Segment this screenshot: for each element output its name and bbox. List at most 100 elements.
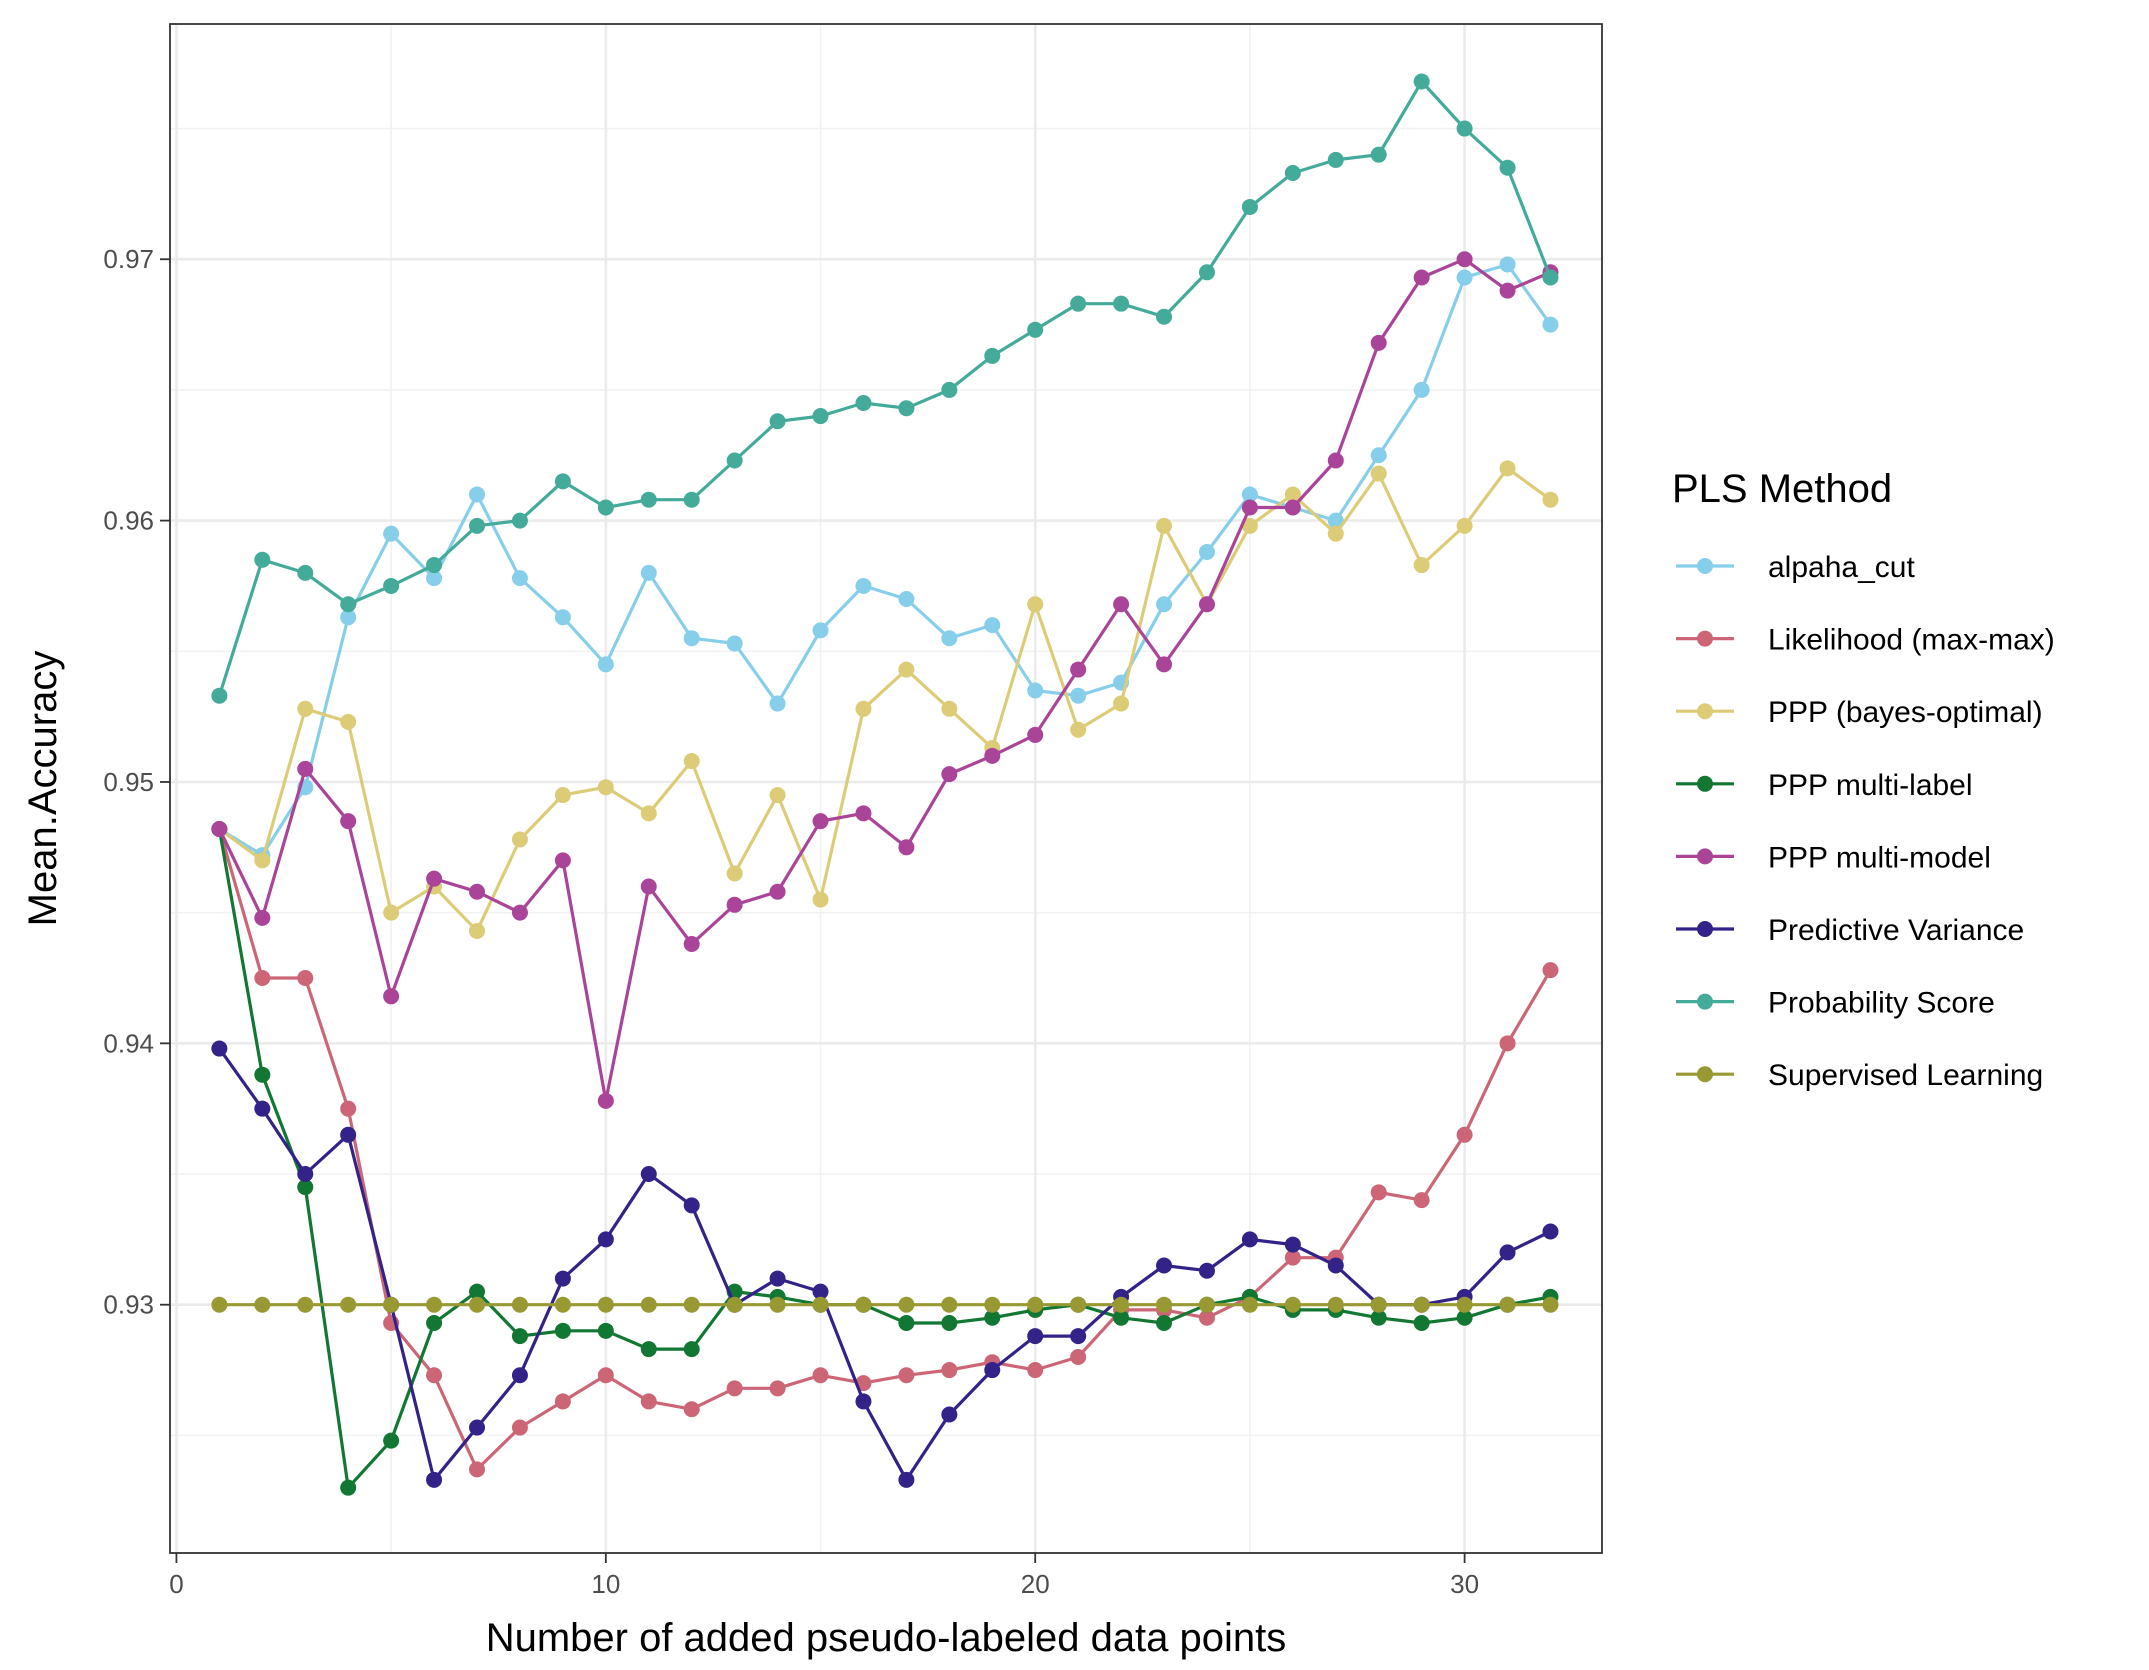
legend-label: Supervised Learning [1768,1059,2043,1092]
data-point-ppp-multi-model [898,839,915,856]
data-point-likelihood-max-max [297,969,314,986]
panel-border [169,23,1603,1554]
data-point-ppp-multi-model [597,1092,614,1109]
data-point-supervised-learning [1284,1296,1301,1313]
data-point-ppp-multi-label [383,1432,400,1449]
legend-title: PLS Method [1672,467,1892,511]
data-point-predictive-variance [1241,1231,1258,1248]
data-point-likelihood-max-max [1456,1126,1473,1143]
data-point-alpaha-cut [383,525,400,542]
data-point-supervised-learning [1070,1296,1087,1313]
data-point-probability-score [1241,198,1258,215]
data-point-predictive-variance [1542,1223,1559,1240]
data-point-probability-score [597,499,614,516]
legend-key-point [1697,558,1713,574]
data-point-ppp-multi-model [683,936,700,953]
y-tick-label: 0.93 [103,1290,154,1320]
data-point-predictive-variance [855,1393,872,1410]
data-point-ppp-multi-model [769,883,786,900]
legend-label: alpaha_cut [1768,551,1915,584]
data-point-probability-score [1113,295,1130,312]
data-point-ppp-multi-label [554,1322,571,1339]
legend-key-point [1697,848,1713,865]
data-point-alpaha-cut [1327,512,1344,529]
data-point-predictive-variance [340,1126,357,1143]
data-point-probability-score [1370,146,1387,163]
data-point-predictive-variance [1327,1257,1344,1274]
grid-minor [170,24,1602,1553]
legend-item-probability-score: Probability Score [1676,987,1995,1020]
legend-label: PPP (bayes-optimal) [1768,696,2043,729]
data-point-ppp-multi-label [941,1314,958,1331]
data-point-ppp-multi-model [254,909,271,926]
data-point-likelihood-max-max [597,1367,614,1384]
data-point-supervised-learning [941,1296,958,1313]
data-point-alpaha-cut [511,570,528,587]
data-point-alpaha-cut [597,656,614,673]
data-point-likelihood-max-max [554,1393,571,1410]
data-point-ppp-multi-label [1156,1314,1173,1331]
data-point-probability-score [1327,151,1344,168]
legend-items: alpaha_cut Likelihood (max-max) PPP (bayes… [1676,551,2055,1092]
y-axis-title: Mean.Accuracy [21,651,65,927]
data-point-supervised-learning [1456,1296,1473,1313]
data-point-alpaha-cut [1542,316,1559,333]
data-point-ppp-multi-model [1456,251,1473,268]
data-point-likelihood-max-max [1198,1309,1215,1326]
data-point-ppp-multi-model [1499,282,1516,299]
data-point-ppp-multi-label [1413,1314,1430,1331]
data-point-alpaha-cut [1156,596,1173,613]
data-point-likelihood-max-max [340,1100,357,1117]
data-point-likelihood-max-max [1370,1184,1387,1201]
data-point-ppp-multi-model [340,813,357,830]
data-point-ppp-multi-model [855,805,872,822]
data-point-ppp-bayes-optimal [683,753,700,770]
series-ppp-multi-model [211,251,1559,1109]
data-point-ppp-multi-model [812,813,829,830]
data-point-probability-score [1156,308,1173,325]
data-point-supervised-learning [726,1296,743,1313]
data-point-supervised-learning [383,1296,400,1313]
data-point-ppp-multi-model [1327,452,1344,469]
data-point-ppp-bayes-optimal [383,904,400,921]
data-point-probability-score [640,491,657,508]
data-point-predictive-variance [769,1270,786,1287]
data-point-probability-score [683,491,700,508]
data-point-ppp-multi-label [597,1322,614,1339]
data-point-likelihood-max-max [1284,1249,1301,1266]
data-point-likelihood-max-max [683,1401,700,1418]
data-point-alpaha-cut [898,591,915,608]
data-point-ppp-multi-label [898,1314,915,1331]
data-point-ppp-multi-label [683,1341,700,1358]
legend-item-ppp-multi-label: PPP multi-label [1676,769,1973,802]
data-point-alpaha-cut [855,577,872,594]
data-point-alpaha-cut [340,609,357,626]
data-point-ppp-bayes-optimal [640,805,657,822]
data-point-predictive-variance [1198,1262,1215,1279]
data-point-predictive-variance [511,1367,528,1384]
data-point-ppp-bayes-optimal [297,700,314,717]
data-point-probability-score [383,577,400,594]
data-point-ppp-multi-label [297,1179,314,1196]
data-point-likelihood-max-max [469,1461,486,1478]
data-point-ppp-bayes-optimal [1370,465,1387,482]
series-line-ppp-bayes-optimal [218,466,1552,933]
legend-key-point [1697,630,1713,647]
data-point-ppp-multi-model [1156,656,1173,673]
data-point-alpaha-cut [1198,543,1215,560]
data-point-likelihood-max-max [898,1367,915,1384]
data-point-ppp-bayes-optimal [726,865,743,882]
data-point-supervised-learning [254,1296,271,1313]
legend-key-point [1697,993,1713,1010]
data-point-supervised-learning [1156,1296,1173,1313]
legend-label: PPP multi-label [1768,769,1973,802]
data-point-ppp-multi-model [1241,499,1258,516]
data-point-ppp-multi-model [511,904,528,921]
data-point-supervised-learning [1542,1296,1559,1313]
data-point-supervised-learning [469,1296,486,1313]
data-point-alpaha-cut [812,622,829,639]
data-point-ppp-bayes-optimal [1070,721,1087,738]
data-point-ppp-multi-label [254,1066,271,1083]
